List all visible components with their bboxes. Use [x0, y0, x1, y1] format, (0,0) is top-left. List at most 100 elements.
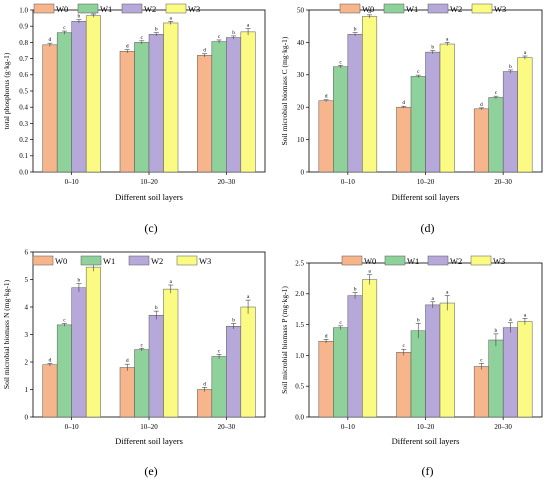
significance-letter: d	[126, 44, 129, 50]
y-tick-label: 0.5	[295, 383, 304, 391]
y-tick-label: 0.0	[19, 168, 28, 176]
y-tick-label: 2.5	[295, 259, 304, 267]
bar-w0	[197, 389, 213, 418]
significance-letter: b	[232, 318, 235, 324]
bar-w2	[148, 34, 164, 173]
legend-label: W0	[56, 4, 68, 14]
bar-w1	[488, 339, 504, 418]
legend-swatch-w3	[471, 3, 493, 14]
bar-w3	[163, 288, 179, 418]
bar-w1	[410, 330, 426, 418]
significance-letter: b	[78, 278, 81, 284]
bar-w1	[488, 97, 504, 173]
y-tick-label: 5	[25, 276, 29, 284]
y-tick-label: 0.2	[19, 136, 28, 144]
x-tick-label: 0–10	[65, 178, 80, 186]
significance-letter: c	[417, 69, 420, 75]
legend-swatch-w3	[176, 255, 198, 266]
chart-panel-1: 0.0 0.1 0.2 0.3 0.4 0.5 0.6 0.7 0.8 0.9 1.0 total p…	[2, 3, 266, 235]
bar-w3	[240, 306, 256, 418]
significance-letter: d	[480, 102, 483, 108]
x-tick-label: 10–20	[417, 423, 435, 431]
significance-letter: c	[218, 34, 221, 40]
bar-w2	[502, 327, 518, 418]
bar-w0	[42, 44, 58, 173]
x-tick-label: 20–30	[218, 178, 236, 186]
bar-w2	[347, 34, 363, 173]
legend: W0 W1 W2 W3	[339, 3, 506, 14]
y-tick-label: 1.5	[295, 321, 304, 329]
significance-letter: a	[247, 23, 250, 29]
significance-letter: a	[368, 269, 371, 275]
y-tick-label: 0.9	[19, 23, 28, 31]
bar-w3	[439, 43, 455, 173]
bar-w3	[85, 15, 101, 173]
x-axis-label: Different soil layers	[392, 192, 460, 202]
y-tick-label: 0.7	[19, 55, 28, 63]
bar-w0	[318, 340, 334, 418]
chart-panel-3: 0 1 2 3 4 5 6 Soil microbial biomass N (mg·kg-1…	[2, 248, 266, 478]
significance-letter: d	[49, 357, 52, 363]
bar-w2	[347, 295, 363, 418]
significance-letter: b	[354, 27, 357, 33]
x-tick-label: 0–10	[341, 178, 356, 186]
x-tick-label: 20–30	[218, 423, 236, 431]
legend-label: W0	[55, 256, 67, 266]
y-tick-label: 0.5	[19, 87, 28, 95]
bar-w2	[425, 304, 441, 418]
y-tick-label: 4	[25, 303, 29, 311]
bar-w0	[318, 100, 334, 173]
panel-label: (d)	[421, 221, 435, 235]
bar-w1	[211, 356, 227, 418]
y-tick-label: 3	[25, 331, 29, 339]
y-tick-label: 6	[25, 248, 29, 256]
y-tick-label: 1.0	[19, 6, 28, 14]
legend-swatch-w0	[341, 255, 363, 266]
bar-w1	[134, 349, 150, 418]
legend-label: W3	[494, 4, 506, 14]
panel-label: (c)	[144, 221, 157, 235]
significance-letter: b	[78, 14, 81, 20]
significance-letter: b	[232, 30, 235, 36]
bar-w1	[56, 324, 72, 418]
bar-w1	[134, 42, 150, 173]
bar-w2	[425, 51, 441, 173]
legend-label: W1	[100, 4, 112, 14]
significance-letter: b	[495, 328, 498, 334]
x-tick-label: 20–30	[494, 178, 512, 186]
legend-label: W1	[407, 256, 419, 266]
y-tick-label: 50	[297, 6, 305, 14]
legend-swatch-w2	[427, 3, 449, 14]
legend-label: W3	[188, 4, 200, 14]
significance-letter: c	[480, 357, 483, 363]
y-tick-label: 0	[301, 168, 305, 176]
y-tick-label: 0.6	[19, 71, 28, 79]
significance-letter: a	[368, 9, 371, 15]
x-axis-label: Different soil layers	[115, 436, 183, 446]
x-axis-label: Different soil layers	[392, 436, 460, 446]
significance-letter: a	[524, 312, 527, 318]
y-tick-label: 0.3	[19, 120, 28, 128]
bar-w0	[396, 106, 412, 173]
bar-w2	[148, 315, 164, 418]
significance-letter: d	[126, 358, 129, 364]
y-tick-label: 30	[297, 71, 305, 79]
bar-w0	[396, 352, 412, 418]
y-tick-label: 20	[297, 104, 305, 112]
significance-letter: a	[524, 50, 527, 56]
y-tick-label: 0.8	[19, 39, 28, 47]
bar-w2	[71, 21, 87, 173]
bar-w3	[85, 266, 101, 418]
legend: W0 W1 W2 W3	[341, 255, 505, 266]
significance-letter: b	[431, 45, 434, 51]
bar-w3	[439, 302, 455, 418]
significance-letter: a	[170, 279, 173, 285]
significance-letter: d	[203, 381, 206, 387]
significance-letter: b	[509, 64, 512, 70]
significance-letter: c	[339, 59, 342, 65]
legend-label: W0	[362, 4, 374, 14]
legend-swatch-w3	[470, 255, 492, 266]
x-tick-label: 10–20	[417, 178, 435, 186]
significance-letter: d	[203, 48, 206, 54]
